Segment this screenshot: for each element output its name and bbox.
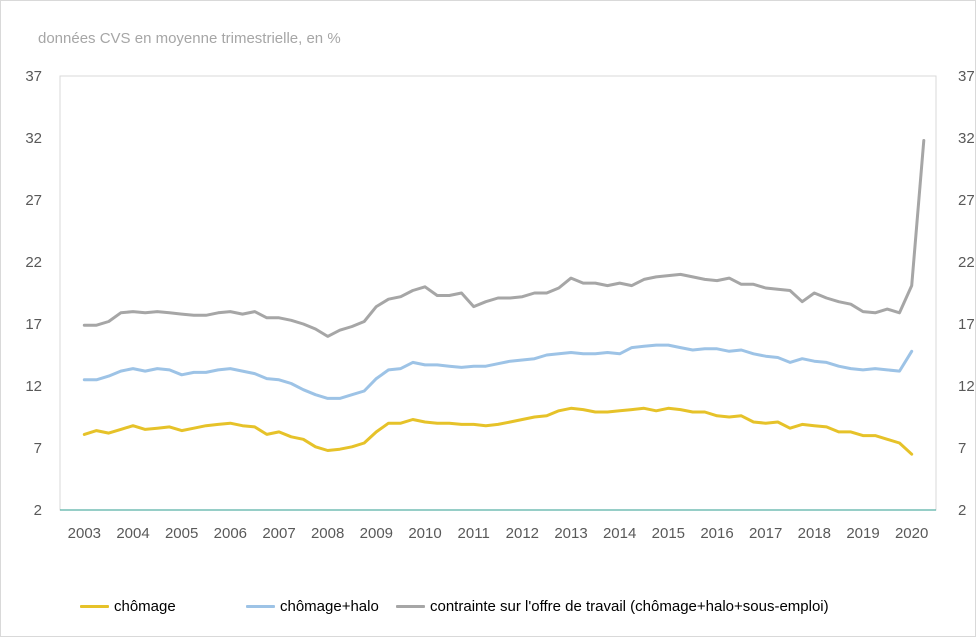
legend-swatch: [80, 605, 109, 608]
x-tick-label: 2007: [262, 525, 295, 542]
legend-item-2: chômage+halo: [246, 598, 379, 615]
chart-subtitle: données CVS en moyenne trimestrielle, en…: [38, 30, 341, 47]
x-tick-label: 2008: [311, 525, 344, 542]
x-tick-label: 2006: [214, 525, 247, 542]
y-tick-label-left: 22: [25, 254, 42, 271]
x-tick-label: 2005: [165, 525, 198, 542]
x-tick-label: 2012: [506, 525, 539, 542]
x-tick-label: 2016: [700, 525, 733, 542]
y-tick-label-left: 7: [34, 440, 42, 457]
series-line-1: [82, 406, 914, 456]
chart-legend: chômage chômage+halo contrainte sur l'offr…: [0, 598, 976, 624]
y-tick-label-left: 37: [25, 68, 42, 85]
y-tick-label-right: 37: [958, 68, 975, 85]
x-tick-label: 2020: [895, 525, 928, 542]
x-tick-label: 2014: [603, 525, 636, 542]
y-tick-label-right: 27: [958, 192, 975, 209]
x-tick-label: 2017: [749, 525, 782, 542]
x-tick-label: 2015: [652, 525, 685, 542]
legend-label: chômage+halo: [280, 598, 379, 615]
y-tick-label-left: 2: [34, 502, 42, 519]
legend-swatch: [396, 605, 425, 608]
y-tick-label-right: 32: [958, 130, 975, 147]
legend-label: chômage: [114, 598, 176, 615]
x-tick-label: 2019: [846, 525, 879, 542]
x-tick-label: 2004: [116, 525, 149, 542]
legend-label: contrainte sur l'offre de travail (chôma…: [430, 598, 829, 615]
x-tick-label: 2018: [798, 525, 831, 542]
series-line-3: [82, 139, 926, 338]
x-tick-label: 2003: [68, 525, 101, 542]
y-tick-label-left: 32: [25, 130, 42, 147]
y-tick-label-right: 17: [958, 316, 975, 333]
y-tick-label-left: 12: [25, 378, 42, 395]
x-tick-label: 2011: [458, 525, 490, 542]
legend-item-3: contrainte sur l'offre de travail (chôma…: [396, 598, 829, 615]
y-tick-label-right: 22: [958, 254, 975, 271]
series-line-2: [82, 343, 914, 400]
x-tick-label: 2009: [360, 525, 393, 542]
legend-swatch: [246, 605, 275, 608]
y-tick-label-right: 2: [958, 502, 966, 519]
legend-item-1: chômage: [80, 598, 176, 615]
y-tick-label-right: 7: [958, 440, 966, 457]
y-tick-label-left: 27: [25, 192, 42, 209]
y-tick-label-left: 17: [25, 316, 42, 333]
x-tick-label: 2013: [554, 525, 587, 542]
y-tick-label-right: 12: [958, 378, 975, 395]
x-tick-label: 2010: [408, 525, 441, 542]
plot-area: [59, 75, 937, 511]
